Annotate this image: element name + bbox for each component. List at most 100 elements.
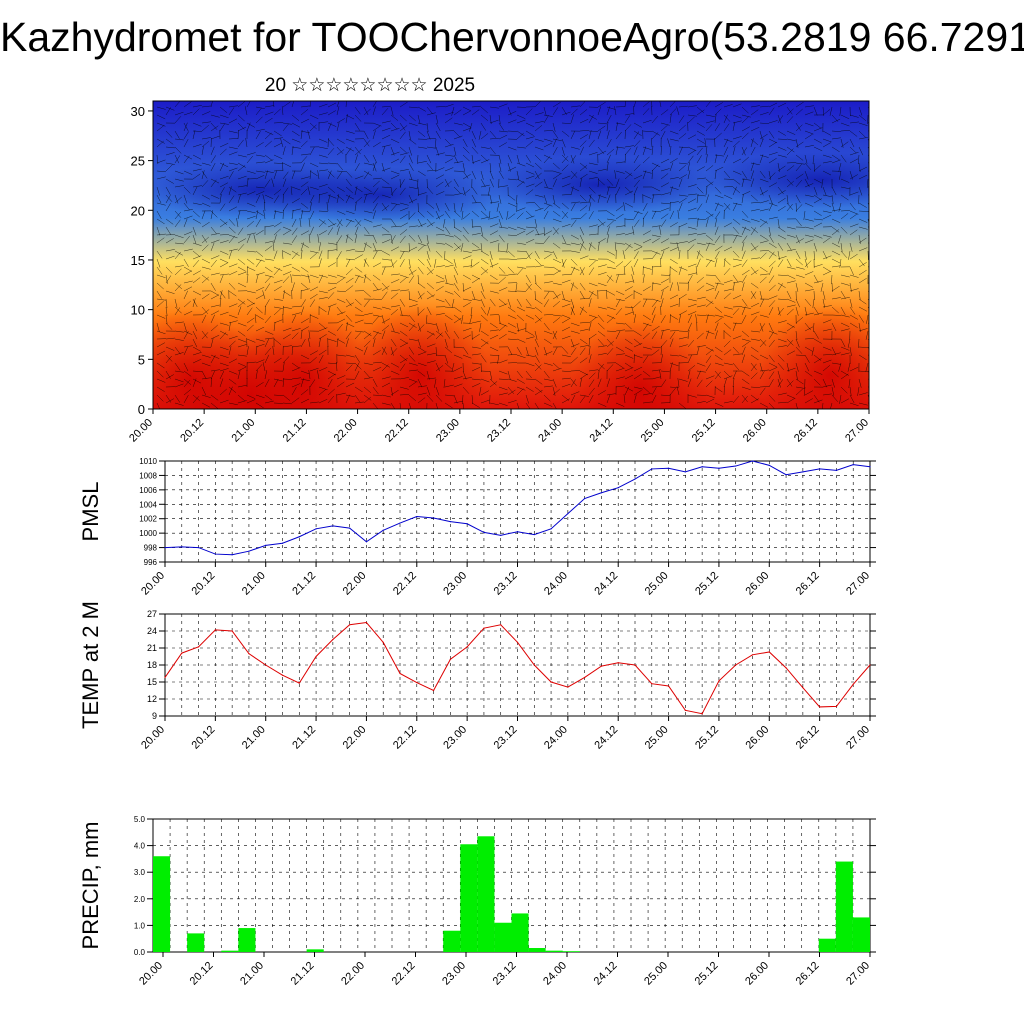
- temp-x-tick-label: 27.00: [844, 724, 872, 752]
- temp-point: [500, 624, 502, 626]
- temp-point: [869, 664, 871, 666]
- temp-point: [802, 687, 804, 689]
- precip-bar: [835, 861, 853, 952]
- warm-region: [570, 320, 710, 409]
- pmsl-point: [231, 554, 233, 556]
- temp-y-tick-label: 15: [147, 677, 157, 687]
- cross-section-x-tick-label: 21.00: [229, 417, 257, 445]
- temp-point: [684, 709, 686, 711]
- precip-bar: [528, 948, 546, 952]
- cross-section-x-tick-label: 24.00: [536, 417, 564, 445]
- temp-x-tick-label: 24.12: [592, 724, 620, 752]
- pmsl-point: [214, 553, 216, 555]
- precip-x-tick-label: 22.12: [390, 960, 418, 988]
- figure-subtitle: 20 ☆☆☆☆☆☆☆☆ 2025: [264, 75, 476, 96]
- pmsl-x-tick-label: 21.12: [290, 570, 318, 598]
- pmsl-point: [785, 474, 787, 476]
- temp-x-tick-label: 21.00: [240, 724, 268, 752]
- precip-x-tick-label: 27.00: [844, 960, 872, 988]
- precip-bar: [153, 856, 171, 952]
- temp-point: [449, 658, 451, 660]
- pmsl-point: [819, 468, 821, 470]
- temp-point: [416, 681, 418, 684]
- precip-bar: [187, 933, 205, 952]
- temp-point: [835, 705, 838, 707]
- precip-x-tick-label: 26.00: [743, 960, 771, 988]
- temp-x-tick-label: 26.12: [794, 724, 822, 752]
- temp-point: [567, 686, 569, 688]
- pmsl-y-tick-label: 1000: [139, 529, 157, 538]
- cross-section-x-tick-label: 23.12: [485, 417, 513, 445]
- pmsl-point: [550, 528, 552, 530]
- cross-section-y-tick-label: 0: [138, 402, 145, 417]
- pmsl-point: [265, 544, 267, 547]
- temp-point: [768, 651, 770, 653]
- cross-section-x-tick-label: 25.12: [690, 417, 718, 445]
- precip-x-tick-label: 22.00: [339, 960, 367, 988]
- pmsl-point: [449, 521, 451, 523]
- temp-point: [852, 683, 854, 685]
- temp-point: [600, 665, 603, 667]
- pmsl-point: [315, 528, 317, 530]
- cross-section-x-tick-label: 25.00: [639, 417, 667, 445]
- temp-point: [231, 630, 233, 632]
- pmsl-point: [349, 527, 351, 529]
- temp-x-tick-label: 22.00: [341, 724, 369, 752]
- pmsl-point: [651, 468, 653, 470]
- temp-point: [667, 685, 670, 687]
- precip-x-tick-label: 20.00: [137, 960, 165, 988]
- precip-bar: [562, 951, 580, 952]
- cross-section-y-tick-label: 10: [131, 303, 145, 318]
- cross-section-x-tick-label: 23.00: [434, 417, 462, 445]
- cross-section-y-tick-label: 25: [131, 154, 145, 169]
- precip-x-tick-label: 24.00: [541, 960, 569, 988]
- pmsl-x-tick-label: 25.12: [693, 570, 721, 598]
- precip-x-tick-label: 26.12: [794, 960, 822, 988]
- temp-point: [651, 683, 653, 685]
- precip-bar: [221, 950, 239, 952]
- cross-section-x-tick-label: 22.00: [332, 417, 360, 445]
- pmsl-point: [852, 464, 854, 466]
- temp-point: [248, 653, 250, 655]
- warm-region: [180, 325, 320, 409]
- temp-y-tick-label: 12: [147, 694, 157, 704]
- temp-point: [197, 646, 200, 648]
- temp-point: [466, 646, 468, 648]
- pmsl-point: [399, 522, 401, 524]
- temp-point: [584, 676, 586, 679]
- pmsl-point: [768, 464, 770, 466]
- temp-point: [399, 672, 401, 675]
- pmsl-point: [298, 536, 300, 538]
- temp-point: [181, 652, 183, 654]
- pmsl-y-tick-label: 1010: [139, 457, 157, 466]
- pmsl-point: [667, 467, 670, 469]
- precip-x-tick-label: 20.12: [188, 960, 216, 988]
- precip-y-tick-label: 1.0: [134, 921, 146, 930]
- temp-x-tick-label: 22.12: [391, 724, 419, 752]
- cold-region: [700, 152, 869, 208]
- precip-bar: [494, 922, 512, 952]
- temp-y-tick-label: 9: [152, 711, 157, 721]
- temp-point: [332, 638, 334, 641]
- pmsl-y-tick-label: 1008: [139, 471, 157, 480]
- temp-x-tick-label: 21.12: [290, 724, 318, 752]
- temp-point: [785, 667, 787, 669]
- cold-region: [260, 167, 500, 223]
- pmsl-x-tick-label: 20.00: [139, 570, 167, 598]
- pmsl-point: [382, 529, 384, 531]
- cross-section-y-tick-label: 30: [131, 104, 145, 119]
- temp-x-tick-label: 25.00: [643, 724, 671, 752]
- warm-region: [760, 305, 869, 409]
- figure-title: Kazhydromet for TOOChervonnoeAgro(53.281…: [0, 14, 1024, 60]
- temp-point: [315, 655, 317, 658]
- pmsl-point: [365, 541, 368, 543]
- temp-x-tick-label: 26.00: [743, 724, 771, 752]
- temp-point: [550, 681, 552, 683]
- pmsl-point: [483, 531, 485, 534]
- pmsl-point: [500, 534, 502, 536]
- pmsl-x-tick-label: 27.00: [844, 570, 872, 598]
- pmsl-point: [735, 465, 737, 467]
- pmsl-point: [432, 517, 435, 519]
- pmsl-point: [634, 478, 636, 480]
- temp-point: [298, 682, 300, 684]
